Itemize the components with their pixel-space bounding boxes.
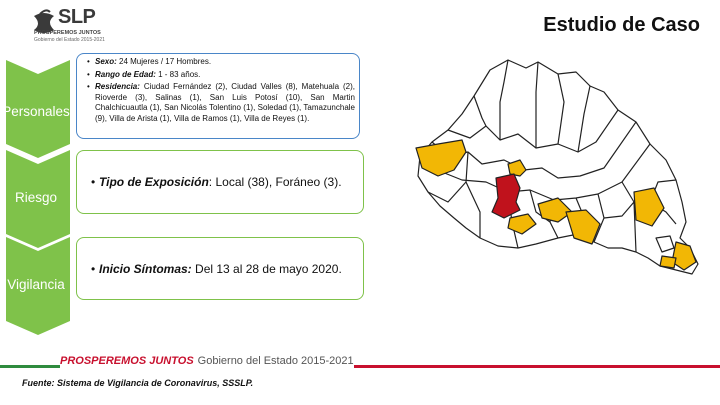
list-item: Inicio Síntomas: Del 13 al 28 de mayo 20… [91,262,357,276]
vigilancia-box: Inicio Síntomas: Del 13 al 28 de mayo 20… [76,237,364,300]
footer-slogan: PROSPEREMOS JUNTOS [60,355,194,367]
section-label-riesgo: Riesgo [14,190,58,205]
chevron-vigilancia [6,237,70,335]
source-note: Fuente: Sistema de Vigilancia de Coronav… [22,378,254,388]
list-item: Rango de Edad: 1 - 83 años. [87,70,355,81]
footer-bar-green [0,365,60,368]
slp-logo-icon [34,9,54,33]
footer-bar-red [354,365,720,368]
list-item: Sexo: 24 Mujeres / 17 Hombres. [87,57,355,68]
chevron-personales [6,60,70,158]
section-label-vigilancia: Vigilancia [7,277,65,292]
chevron-riesgo [6,150,70,248]
footer-slogan-line: PROSPEREMOS JUNTOS Gobierno del Estado 20… [60,355,354,367]
logo-text: SLP [58,6,96,28]
page-title: Estudio de Caso [543,14,700,36]
riesgo-box: Tipo de Exposición: Local (38), Foráneo … [76,150,364,214]
section-label-personales: Personales [2,104,70,119]
logo-government: Gobierno del Estado 2015-2021 [34,37,105,43]
list-item: Residencia: Ciudad Fernández (2), Ciudad… [87,82,355,124]
logo-slogan: PROSPEREMOS JUNTOS [34,30,101,36]
list-item: Tipo de Exposición: Local (38), Foráneo … [91,175,357,189]
footer-government: Gobierno del Estado 2015-2021 [197,355,354,367]
state-map [415,59,699,275]
personales-box: Sexo: 24 Mujeres / 17 Hombres. Rango de … [76,53,360,139]
